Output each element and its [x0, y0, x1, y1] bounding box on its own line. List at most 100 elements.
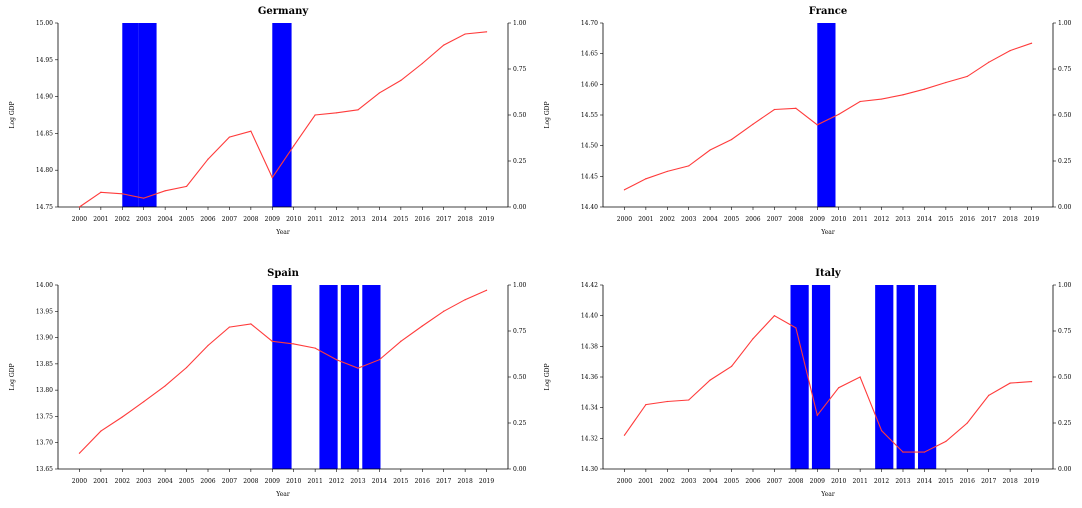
data-point: [1030, 381, 1033, 383]
x-tick-label: 2011: [308, 216, 323, 223]
shaded-bar: [340, 285, 360, 469]
data-point: [485, 289, 488, 291]
data-point: [421, 62, 423, 65]
y-tick-label: 14.34: [581, 405, 598, 412]
y-tick-label: 14.85: [36, 130, 53, 137]
x-tick-label: 2003: [136, 478, 151, 485]
x-tick-label: 2018: [1003, 478, 1018, 485]
data-point: [335, 112, 338, 114]
x-tick-label: 2009: [810, 216, 825, 223]
y-axis-label: Log GDP: [544, 102, 551, 129]
shaded-bar: [918, 285, 937, 469]
chart-title: Spain: [267, 268, 299, 279]
chart-panel-germany: 14.75 14.80 14.85 14.90 14.95 15.00 0.00 0.25 0.…: [9, 6, 527, 236]
x-tick-label: 2015: [393, 216, 408, 223]
x-tick-label: 2007: [222, 478, 237, 485]
shaded-bar: [875, 285, 894, 469]
x-tick-label: 2011: [308, 478, 323, 485]
chart-title: Germany: [258, 6, 310, 17]
y2-tick-label: 0.25: [1058, 420, 1072, 427]
data-point: [773, 108, 776, 111]
data-point: [709, 149, 711, 151]
series-line: [624, 42, 1032, 191]
shaded-bar: [811, 285, 831, 469]
y-tick-label: 14.30: [581, 466, 598, 473]
data-point: [164, 190, 166, 192]
data-point: [902, 94, 904, 96]
data-point: [859, 376, 861, 378]
data-point: [923, 88, 926, 90]
y-tick-label: 13.80: [36, 387, 53, 394]
x-tick-label: 2009: [265, 216, 280, 223]
y2-tick-label: 0.00: [1058, 466, 1072, 473]
data-point: [1009, 382, 1011, 384]
x-tick-label: 2011: [853, 216, 868, 223]
x-tick-label: 2005: [724, 216, 739, 223]
y-tick-label: 14.70: [581, 20, 598, 27]
x-tick-label: 2002: [115, 478, 130, 485]
data-point: [464, 33, 466, 35]
data-point: [78, 206, 81, 208]
y-tick-label: 13.95: [36, 308, 53, 315]
x-tick-label: 2017: [981, 478, 996, 485]
x-tick-label: 2019: [479, 478, 494, 485]
x-tick-label: 2013: [350, 216, 365, 223]
x-tick-label: 2007: [222, 216, 237, 223]
shaded-bar: [896, 285, 915, 469]
x-tick-label: 2013: [895, 478, 910, 485]
data-point: [121, 416, 123, 418]
y-tick-label: 14.50: [581, 143, 598, 150]
x-tick-label: 2006: [745, 478, 760, 485]
data-point: [271, 340, 273, 342]
y-tick-label: 14.45: [581, 173, 598, 180]
chart-panel-spain: 13.65 13.70 13.75 13.80 13.85 13.90 13.95 14.00…: [9, 268, 527, 498]
data-point: [143, 197, 145, 199]
x-tick-label: 2008: [788, 478, 803, 485]
x-axis-label: Year: [275, 491, 290, 498]
data-point: [966, 422, 968, 424]
y2-tick-label: 0.50: [1058, 374, 1072, 381]
data-point: [945, 81, 947, 84]
data-point: [752, 123, 754, 125]
x-tick-label: 2015: [393, 478, 408, 485]
x-tick-label: 2018: [1003, 216, 1018, 223]
x-tick-label: 2000: [617, 478, 632, 485]
data-point: [485, 31, 488, 33]
shaded-bar: [362, 285, 381, 469]
data-point: [121, 193, 123, 195]
data-point: [623, 189, 626, 191]
data-point: [795, 107, 797, 109]
y2-tick-label: 0.25: [1058, 158, 1072, 165]
data-point: [816, 414, 818, 416]
x-tick-label: 2015: [938, 478, 953, 485]
chart-panel-france: 14.40 14.45 14.50 14.55 14.60 14.65 14.70 0.00 0…: [544, 6, 1072, 236]
data-point: [880, 430, 883, 432]
y2-tick-label: 1.00: [1058, 20, 1072, 27]
x-tick-label: 2019: [1024, 216, 1039, 223]
data-point: [859, 100, 861, 103]
x-tick-label: 2005: [724, 478, 739, 485]
x-tick-label: 2001: [93, 478, 108, 485]
x-tick-label: 2006: [200, 478, 215, 485]
shaded-bar: [122, 23, 139, 207]
data-point: [902, 451, 904, 453]
data-point: [666, 170, 668, 173]
x-tick-label: 2004: [703, 478, 718, 485]
x-tick-label: 2010: [286, 478, 301, 485]
y-tick-label: 13.85: [36, 361, 53, 368]
data-point: [164, 385, 166, 387]
data-point: [335, 359, 338, 361]
x-tick-label: 2005: [179, 478, 194, 485]
x-tick-label: 2012: [874, 216, 889, 223]
data-point: [143, 401, 145, 403]
data-point: [228, 326, 231, 328]
series-line: [623, 315, 1032, 453]
x-tick-label: 2007: [767, 216, 782, 223]
x-tick-label: 2018: [458, 478, 473, 485]
y-tick-label: 14.80: [36, 167, 53, 174]
series-line: [79, 289, 487, 454]
data-point: [185, 366, 188, 369]
y-tick-label: 13.75: [36, 413, 53, 420]
x-tick-label: 2015: [938, 216, 953, 223]
